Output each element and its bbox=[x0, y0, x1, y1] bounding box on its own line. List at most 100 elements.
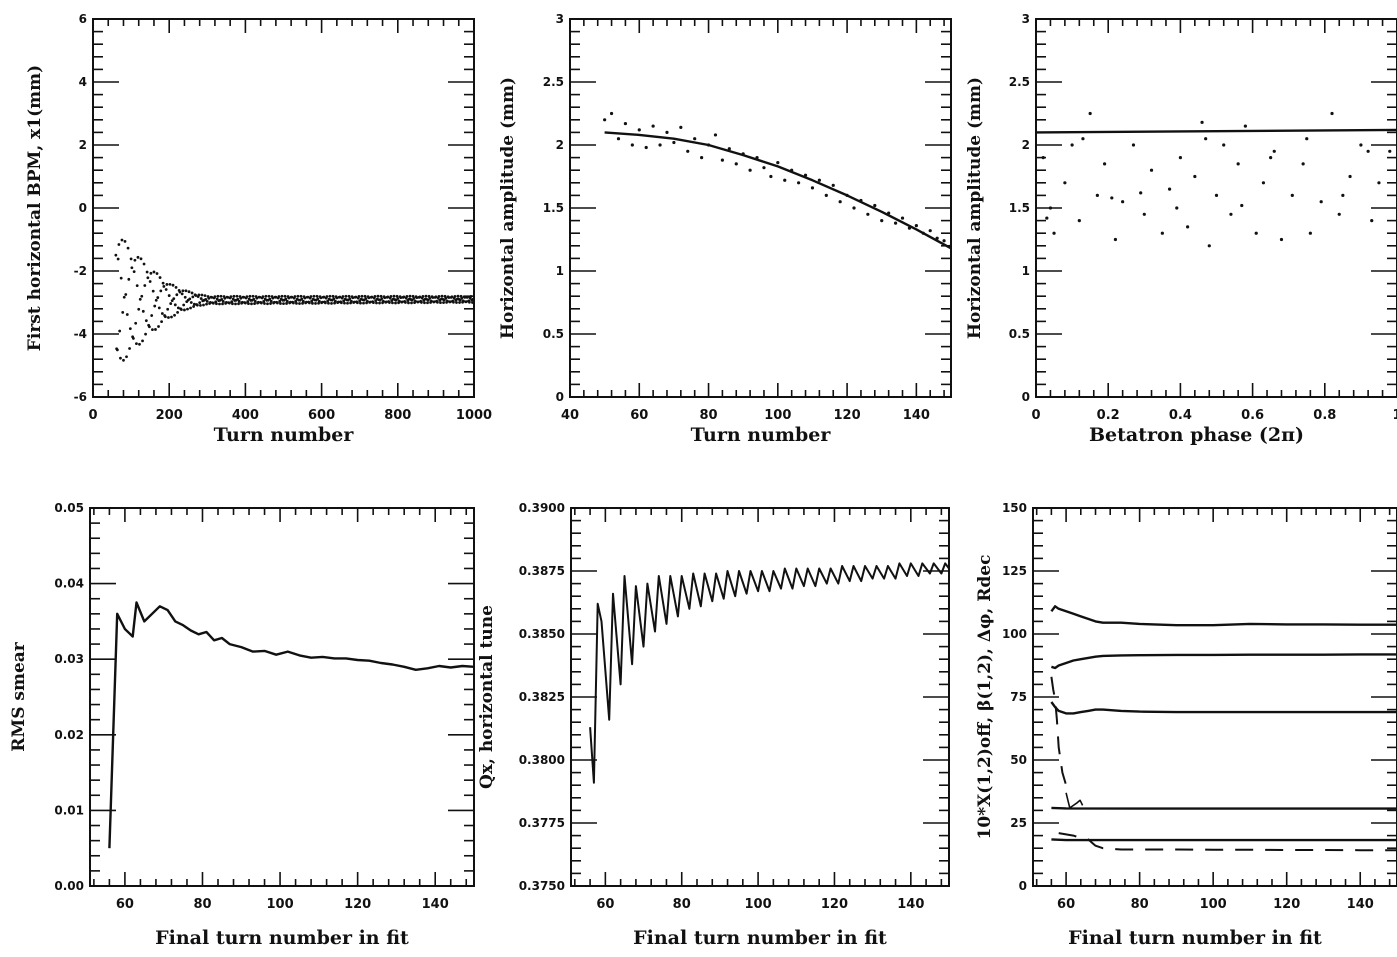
data-point bbox=[1341, 193, 1345, 197]
data-point bbox=[195, 303, 199, 307]
data-point bbox=[348, 297, 352, 301]
data-point bbox=[224, 300, 228, 304]
data-point bbox=[261, 295, 265, 299]
y-tick-label: 25 bbox=[1010, 816, 1027, 830]
data-point bbox=[165, 283, 169, 286]
data-point bbox=[399, 296, 403, 300]
data-point bbox=[370, 295, 374, 299]
data-point bbox=[116, 257, 120, 261]
x-tick-label: 80 bbox=[1131, 897, 1149, 912]
x-tick-label: 200 bbox=[156, 408, 183, 423]
data-point bbox=[144, 332, 147, 336]
data-point bbox=[166, 307, 170, 311]
data-point bbox=[169, 302, 173, 305]
y-axis-label: RMS smear bbox=[9, 641, 29, 752]
data-point bbox=[426, 301, 429, 305]
data-point bbox=[817, 178, 821, 182]
data-point bbox=[335, 296, 339, 300]
data-point bbox=[603, 118, 607, 122]
data-point bbox=[1222, 143, 1226, 147]
x-tick-label: 1 bbox=[1392, 408, 1397, 423]
y-tick-label: 6 bbox=[79, 12, 87, 26]
y-tick-label: 2.5 bbox=[1009, 75, 1030, 89]
data-point bbox=[838, 200, 842, 204]
data-point bbox=[301, 299, 305, 303]
data-point bbox=[144, 319, 148, 323]
data-point bbox=[315, 294, 319, 298]
data-point bbox=[130, 266, 134, 270]
data-point bbox=[402, 295, 406, 299]
data-point bbox=[442, 301, 445, 305]
data-point bbox=[174, 285, 178, 289]
plot-frame bbox=[1032, 507, 1397, 887]
data-point bbox=[453, 294, 457, 298]
data-point bbox=[121, 310, 125, 314]
data-point bbox=[153, 304, 157, 308]
data-point bbox=[122, 295, 126, 299]
data-point bbox=[179, 308, 183, 311]
x-tick-label: 120 bbox=[344, 897, 371, 912]
data-point bbox=[303, 296, 307, 300]
data-point bbox=[396, 297, 400, 300]
data-point bbox=[1131, 143, 1136, 147]
x-tick-label: 0.8 bbox=[1313, 408, 1336, 423]
data-point bbox=[824, 193, 828, 197]
data-point bbox=[202, 303, 205, 307]
data-point bbox=[138, 297, 142, 301]
data-point bbox=[630, 143, 634, 147]
data-point bbox=[134, 321, 138, 325]
data-point bbox=[287, 296, 291, 300]
data-point bbox=[349, 299, 353, 303]
data-point bbox=[236, 297, 240, 301]
data-point bbox=[1088, 111, 1092, 116]
data-point bbox=[460, 296, 464, 300]
data-point bbox=[184, 289, 188, 293]
y-tick-label: 75 bbox=[1010, 690, 1027, 704]
data-point bbox=[319, 296, 323, 300]
y-tick-label: 3 bbox=[1022, 12, 1030, 26]
y-tick-label: 150 bbox=[1002, 501, 1027, 515]
data-point bbox=[1063, 181, 1067, 185]
data-point bbox=[272, 300, 276, 304]
x-tick-label: 0.2 bbox=[1097, 408, 1120, 423]
x-axis-label: Final turn number in fit bbox=[633, 927, 887, 949]
x-tick-label: 80 bbox=[673, 897, 691, 912]
y-tick-label: 0.3900 bbox=[519, 501, 565, 515]
y-axis-label: Horizontal amplitude (mm) bbox=[965, 77, 985, 339]
data-point bbox=[1366, 149, 1370, 153]
data-point bbox=[170, 299, 174, 302]
data-point bbox=[258, 295, 262, 299]
data-point bbox=[219, 294, 223, 298]
data-point bbox=[167, 316, 170, 319]
data-point bbox=[288, 300, 292, 304]
data-point bbox=[797, 181, 801, 185]
data-point bbox=[360, 294, 364, 298]
y-tick-label: 0.01 bbox=[54, 803, 84, 817]
data-point bbox=[1308, 231, 1312, 235]
data-point bbox=[190, 291, 194, 295]
data-point bbox=[172, 297, 176, 301]
data-point bbox=[1370, 219, 1374, 223]
data-point bbox=[359, 301, 362, 305]
data-point bbox=[408, 294, 412, 298]
y-tick-label: 0.04 bbox=[54, 577, 84, 591]
data-point bbox=[308, 301, 311, 305]
data-point bbox=[471, 297, 474, 301]
data-point bbox=[124, 293, 128, 296]
data-point bbox=[158, 276, 162, 279]
x-axis-label: Final turn number in fit bbox=[1068, 927, 1322, 949]
x-axis-label: Turn number bbox=[214, 424, 355, 446]
data-point bbox=[295, 301, 298, 305]
data-point bbox=[188, 297, 192, 301]
data-point bbox=[204, 298, 208, 301]
data-point bbox=[386, 295, 390, 299]
data-point bbox=[423, 301, 426, 305]
x-tick-label: 1000 bbox=[456, 408, 492, 423]
data-point bbox=[280, 294, 284, 298]
series-line-6 bbox=[1051, 838, 1397, 842]
chart-p3: 0 0.2 0.4 0.6 0.8 1 0 0.5 1 1.5 2 2.5 3 Betatron phas… bbox=[965, 12, 1397, 446]
chart-p6: 60 80 100 120 140 0 25 50 75 100 125 150 Final turn … bbox=[975, 501, 1397, 949]
data-point bbox=[171, 283, 175, 287]
data-point bbox=[412, 297, 416, 300]
